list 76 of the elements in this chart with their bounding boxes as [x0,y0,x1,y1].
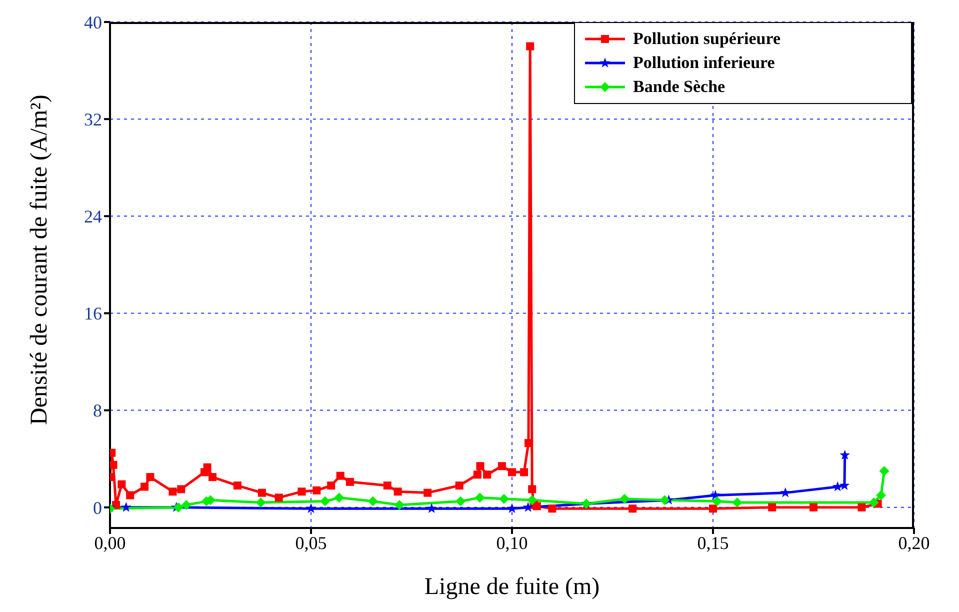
y-tick-label: 8 [93,400,102,421]
point [274,494,283,502]
point [474,492,485,503]
point [383,482,392,490]
point [368,496,378,506]
point [506,503,518,514]
point [146,473,154,482]
point [346,478,354,486]
x-tick-label: 0,10 [496,532,528,553]
point [709,504,717,513]
point [548,504,556,513]
point [712,496,722,506]
point [527,495,538,506]
point [110,460,118,469]
legend-label: Pollution supérieure [633,28,780,50]
point [868,498,879,508]
point [768,503,776,512]
y-tick-label: 0 [93,498,102,518]
point [168,488,177,496]
point [312,486,321,494]
point [426,503,437,514]
point [522,502,534,512]
point [858,503,866,512]
point [140,482,149,491]
point [298,488,306,496]
x-tick-label: 0,05 [295,532,327,553]
point [177,485,186,494]
point [483,470,492,479]
point [456,496,466,506]
point [879,466,890,476]
point [528,485,536,494]
point [508,468,516,476]
x-tick-label: 0,00 [94,532,126,553]
point [258,488,266,497]
point [876,490,886,500]
legend-label: Bande Sèche [633,76,726,98]
x-tick-label: 0,15 [697,532,729,553]
y-axis-title: Densité de courant de fuite (A/m²) [26,94,53,425]
point [455,482,464,490]
point [394,500,404,510]
point [118,480,126,488]
point [327,482,336,490]
point [498,462,506,470]
y-tick-label: 16 [84,304,102,324]
point [628,504,637,513]
point [320,496,330,506]
point [336,472,344,480]
point [208,473,217,482]
point [233,482,242,490]
point [181,500,192,510]
point [424,488,432,497]
legend-label: Pollution inferieure [633,52,775,74]
point [476,462,484,470]
point [126,491,134,500]
y-tick-label: 24 [84,206,102,227]
point [334,492,344,503]
point [394,488,402,496]
point [473,470,482,479]
x-axis-title: Ligne de fuite (m) [424,574,600,600]
x-tick-label: 0,20 [898,532,930,553]
point [498,494,509,504]
point [256,498,266,508]
point [520,468,528,476]
point [810,503,818,512]
point [203,463,212,472]
point [526,42,534,50]
point [532,502,541,510]
point [732,498,742,508]
point [780,487,791,498]
point [840,450,850,460]
y-tick-label: 40 [84,12,102,32]
point [620,494,630,504]
y-tick-label: 32 [84,109,102,130]
point [306,503,316,514]
point [120,502,132,512]
point [660,495,670,506]
